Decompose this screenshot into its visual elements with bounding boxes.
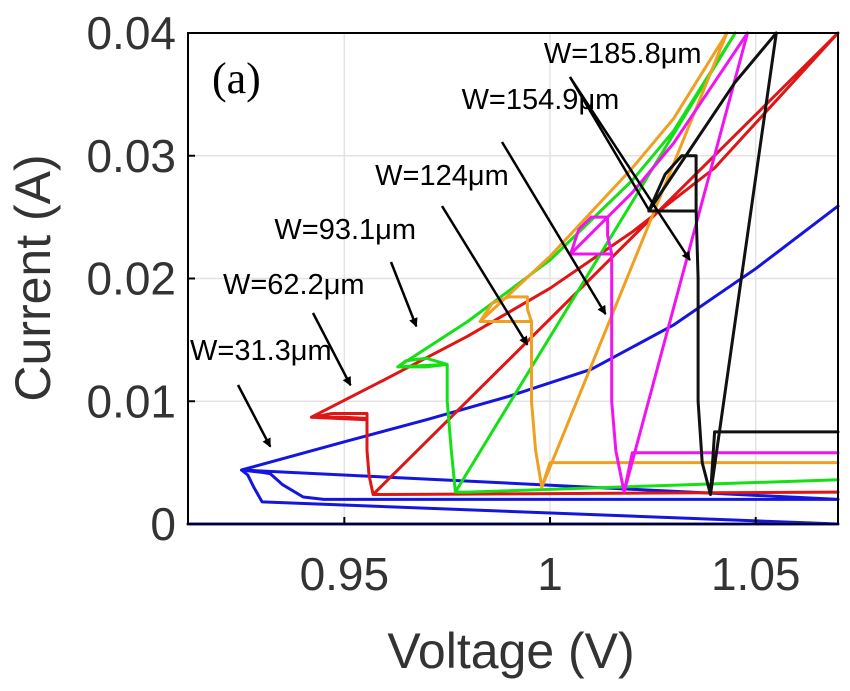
annotation-label: W=62.2μm [223,269,365,301]
annotation-label: W=124μm [375,160,509,192]
tick-layer: 0.95 1 1.05 0 0.01 0.02 0.03 0.04 [86,7,800,600]
y-axis-label: Current (A) [5,154,61,401]
annotation-label: W=154.9μm [462,84,620,116]
annotation-label: W=93.1μm [274,214,416,246]
annotation-layer: W=31.3μm W=62.2μm W=93.1μm W=124μm W=154.9μm… [190,38,702,448]
series-line [186,204,840,526]
y-tick-label: 0.04 [86,7,176,59]
x-tick-label: 1 [537,548,563,600]
series-line [396,31,840,494]
y-tick-label: 0.02 [86,253,176,305]
x-axis-label: Voltage (V) [387,623,634,679]
y-tick-label: 0 [150,498,176,550]
annotation-arrow [568,76,691,261]
annotation-arrow [311,312,352,387]
x-tick-label: 1.05 [711,548,801,600]
panel-label: (a) [212,54,261,103]
annotation-arrow [500,141,607,315]
annotation-arrow [440,205,529,346]
annotation-arrow [568,76,650,211]
y-tick-label: 0.01 [86,375,176,427]
annotation-label: W=31.3μm [190,335,332,367]
series-line [309,31,840,496]
y-tick-label: 0.03 [86,130,176,182]
annotation-arrow [236,384,272,448]
annotation-arrow [389,261,418,328]
annotation-label: W=185.8μm [544,38,702,70]
series-line [647,31,840,496]
x-tick-label: 0.95 [300,548,390,600]
